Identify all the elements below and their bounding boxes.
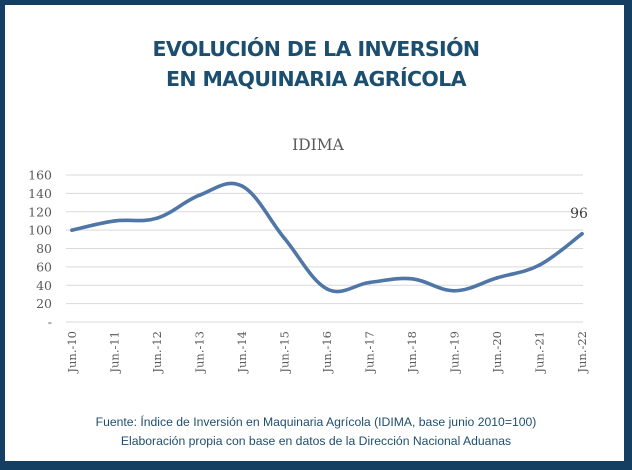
page-title-line-1: EVOLUCIÓN DE LA INVERSIÓN bbox=[152, 37, 481, 61]
x-tick-label: Jun.-19 bbox=[448, 331, 462, 374]
data-label-jun-22: 96 bbox=[570, 206, 588, 222]
data-point bbox=[112, 219, 117, 223]
x-tick-label: Jun.-10 bbox=[65, 331, 79, 374]
data-point bbox=[282, 236, 287, 241]
series-line-idima bbox=[70, 181, 584, 294]
y-tick-label: 40 bbox=[36, 278, 52, 293]
data-point bbox=[367, 280, 372, 285]
data-point bbox=[70, 228, 74, 232]
x-tick-label: Jun.-15 bbox=[278, 331, 292, 374]
chart-card bbox=[5, 5, 624, 461]
data-point bbox=[197, 193, 202, 198]
x-tick-label: Jun.-18 bbox=[405, 331, 419, 374]
y-axis-ticks: - 20 40 60 80 100 120 140 160 bbox=[28, 168, 52, 330]
x-tick-label: Jun.-16 bbox=[320, 331, 334, 374]
chart-title: IDIMA bbox=[292, 136, 345, 154]
x-tick-label: Jun.-13 bbox=[193, 331, 207, 374]
x-tick-label: Jun.-12 bbox=[150, 331, 164, 374]
source-line: Fuente: Índice de Inversión en Maquinari… bbox=[95, 415, 537, 429]
x-tick-label: Jun.-22 bbox=[575, 331, 589, 374]
data-point bbox=[325, 287, 329, 291]
x-tick-label: Jun.-17 bbox=[363, 331, 377, 374]
y-tick-label: 160 bbox=[28, 168, 52, 183]
data-point bbox=[537, 263, 542, 267]
y-tick-label: 80 bbox=[36, 241, 52, 256]
page-title: EVOLUCIÓN DE LA INVERSIÓN EN MAQUINARIA … bbox=[0, 34, 632, 94]
data-point bbox=[580, 232, 584, 236]
y-tick-label: 120 bbox=[28, 204, 52, 219]
data-point bbox=[452, 288, 457, 293]
x-tick-label: Jun.-20 bbox=[490, 331, 504, 374]
data-point bbox=[495, 276, 499, 280]
x-tick-label: Jun.-21 bbox=[533, 331, 547, 374]
data-point bbox=[155, 216, 159, 220]
y-tick-label: - bbox=[48, 315, 52, 330]
x-tick-label: Jun.-14 bbox=[235, 331, 249, 374]
gridlines bbox=[66, 174, 583, 323]
y-tick-label: 100 bbox=[28, 223, 52, 238]
elaboration-line: Elaboración propia con base en datos de … bbox=[120, 434, 512, 448]
chart-source-note: Fuente: Índice de Inversión en Maquinari… bbox=[0, 413, 632, 451]
data-point bbox=[240, 184, 244, 188]
x-axis-ticks: Jun.-10 Jun.-11 Jun.-12 Jun.-13 Jun.-14 Jun.-… bbox=[65, 331, 589, 374]
page-title-line-2: EN MAQUINARIA AGRÍCOLA bbox=[165, 67, 467, 91]
y-tick-label: 60 bbox=[36, 259, 52, 274]
y-tick-label: 140 bbox=[28, 186, 52, 201]
data-points bbox=[70, 184, 584, 293]
y-tick-label: 20 bbox=[36, 296, 52, 311]
x-tick-label: Jun.-11 bbox=[108, 331, 122, 374]
data-point bbox=[410, 277, 414, 281]
